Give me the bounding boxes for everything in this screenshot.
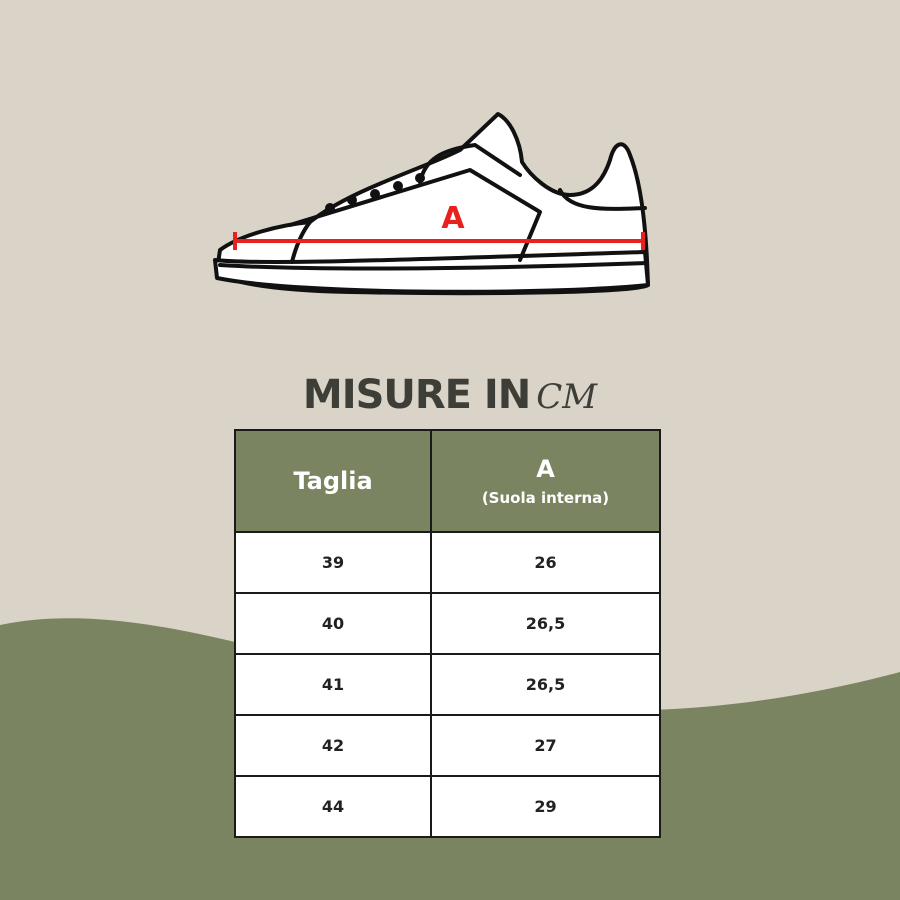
table-row: 40 26,5 (234, 592, 661, 655)
header-taglia: Taglia (234, 429, 432, 533)
size-table: Taglia A (Suola interna) 39 26 40 26,5 41 2… (234, 429, 661, 838)
cell-size: 44 (234, 775, 432, 838)
cell-length: 26,5 (430, 592, 661, 655)
header-a-label: A (536, 455, 555, 483)
table-row: 42 27 (234, 714, 661, 777)
page-title: MISURE IN CM (0, 372, 900, 418)
title-unit: CM (536, 377, 598, 417)
table-row: 39 26 (234, 531, 661, 594)
header-a: A (Suola interna) (430, 429, 661, 533)
cell-length: 29 (430, 775, 661, 838)
cell-size: 40 (234, 592, 432, 655)
cell-length: 26,5 (430, 653, 661, 716)
cell-size: 42 (234, 714, 432, 777)
table-row: 44 29 (234, 775, 661, 838)
table-row: 41 26,5 (234, 653, 661, 716)
cell-length: 27 (430, 714, 661, 777)
title-main: MISURE IN (302, 372, 531, 418)
table-header-row: Taglia A (Suola interna) (234, 429, 661, 533)
cell-length: 26 (430, 531, 661, 594)
cell-size: 39 (234, 531, 432, 594)
measure-label: A (441, 201, 465, 236)
cell-size: 41 (234, 653, 432, 716)
header-a-sublabel: (Suola interna) (481, 489, 610, 507)
sneaker-outline-icon: A (213, 112, 650, 296)
